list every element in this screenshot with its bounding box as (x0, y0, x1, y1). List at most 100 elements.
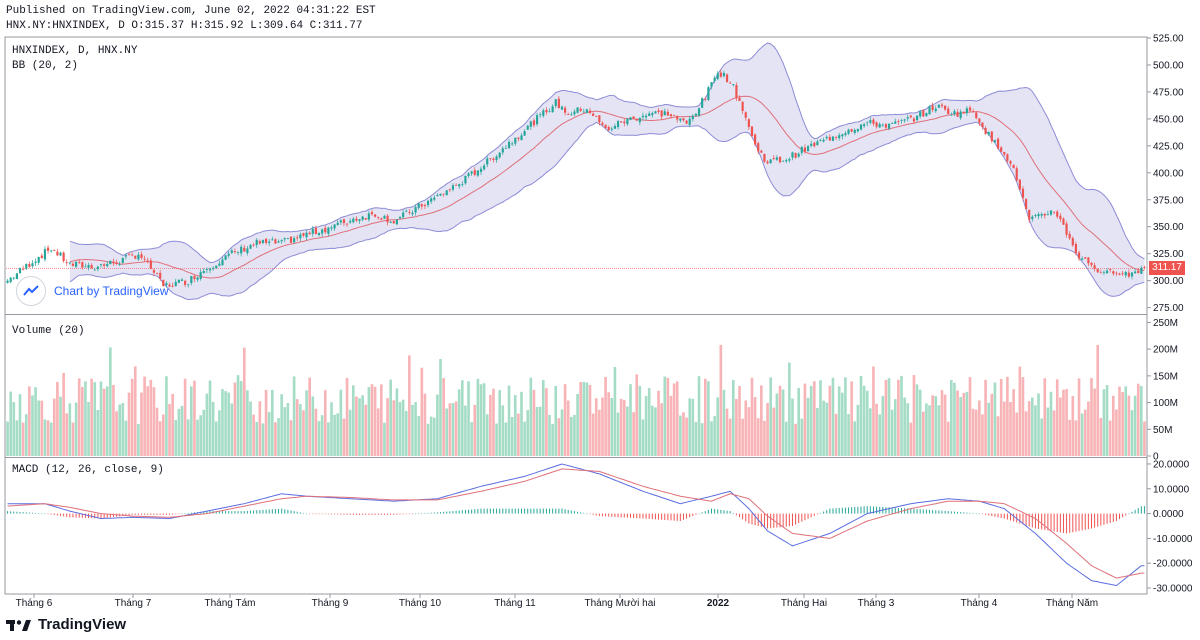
volume-bar (663, 376, 667, 456)
volume-bar (1087, 401, 1090, 456)
volume-bar (828, 385, 832, 456)
volume-bar (429, 416, 433, 456)
macd-histogram-bar (969, 512, 971, 514)
candle-body (657, 110, 660, 112)
macd-histogram-bar (754, 513, 756, 526)
candle-body (570, 114, 573, 116)
candle-body (532, 120, 536, 126)
volume-bar (993, 382, 997, 456)
macd-histogram-bar (1097, 513, 1099, 527)
volume-bar (523, 421, 526, 456)
candle-body (233, 251, 237, 252)
volume-bar (903, 397, 906, 456)
volume-bar (756, 418, 760, 456)
macd-histogram-bar (1047, 513, 1049, 531)
volume-bar (186, 419, 190, 456)
candle-body (103, 264, 106, 266)
macd-histogram-bar (1025, 513, 1027, 526)
macd-histogram-bar (636, 513, 638, 519)
candle-body (791, 152, 794, 158)
candle-body (965, 108, 968, 114)
candle-body (215, 265, 218, 269)
macd-histogram-bar (38, 513, 40, 514)
volume-bar (392, 400, 396, 456)
candle-body (22, 268, 25, 270)
candle-body (545, 109, 548, 113)
macd-axis-label: -10.0000 (1153, 534, 1193, 545)
volume-bar (423, 393, 427, 456)
volume-bar (1099, 417, 1103, 456)
volume-bar (432, 417, 436, 456)
volume-bar (246, 390, 249, 456)
volume-bar (40, 400, 44, 456)
candle-body (274, 239, 277, 244)
macd-histogram-bar (1010, 513, 1012, 521)
macd-histogram-bar (748, 513, 750, 524)
macd-histogram-bar (1103, 513, 1105, 525)
volume-bar (6, 421, 9, 456)
macd-histogram-bar (570, 510, 572, 514)
volume-bar (417, 416, 421, 456)
macd-histogram-bar (396, 513, 398, 515)
macd-axis-label: -20.0000 (1153, 559, 1193, 570)
macd-histogram-bar (66, 513, 68, 517)
candle-body (673, 114, 676, 116)
macd-histogram-bar (879, 506, 881, 514)
macd-histogram-bar (542, 508, 544, 514)
candle-body (377, 217, 380, 218)
watermark[interactable]: Chart by TradingView (16, 276, 169, 306)
candle-body (1043, 213, 1046, 216)
volume-bar (376, 408, 380, 456)
candle-body (925, 113, 928, 116)
volume-bar (937, 405, 941, 456)
volume-axis-label: 50M (1153, 425, 1172, 436)
candle-body (121, 257, 124, 263)
volume-bar (1002, 401, 1006, 456)
candle-body (258, 241, 261, 244)
macd-histogram-bar (421, 513, 423, 514)
candle-body (74, 261, 78, 267)
volume-bar (1046, 407, 1050, 456)
macd-histogram-bar (418, 513, 420, 515)
candle-body (785, 159, 788, 162)
candle-body (15, 273, 18, 280)
candle-body (349, 220, 352, 223)
candle-body (872, 119, 875, 124)
volume-bar (46, 420, 50, 456)
volume-bar (850, 381, 853, 456)
volume-bar (68, 403, 72, 456)
candle-body (37, 257, 40, 263)
candle-body (956, 112, 959, 117)
volume-bar (1077, 378, 1081, 456)
macd-histogram-bar (365, 513, 367, 515)
volume-bar (177, 408, 181, 456)
volume-bar (205, 393, 209, 456)
macd-histogram-bar (595, 513, 597, 516)
macd-histogram-bar (866, 506, 868, 514)
macd-histogram-bar (654, 513, 656, 520)
candle-body (224, 255, 227, 260)
volume-bar (442, 378, 445, 456)
candle-body (454, 184, 458, 186)
volume-bar (878, 414, 881, 456)
candle-body (629, 117, 632, 120)
macd-histogram-bar (935, 510, 937, 514)
macd-histogram-bar (826, 510, 828, 514)
price-axis-label: 425.00 (1153, 141, 1184, 152)
tradingview-logo[interactable]: TradingView (6, 616, 126, 633)
candle-body (1096, 269, 1099, 273)
candle-body (190, 275, 193, 284)
volume-bar (716, 397, 720, 456)
macd-histogram-bar (848, 507, 850, 514)
candle-body (576, 107, 579, 113)
volume-bar (750, 377, 754, 456)
volume-bar (233, 382, 237, 456)
candle-body (825, 136, 828, 139)
macd-histogram-bar (287, 509, 289, 514)
macd-histogram-bar (798, 513, 800, 524)
macd-histogram-bar (134, 513, 136, 515)
candle-body (1037, 214, 1040, 217)
volume-bar (1043, 378, 1047, 456)
candle-body (308, 232, 311, 235)
